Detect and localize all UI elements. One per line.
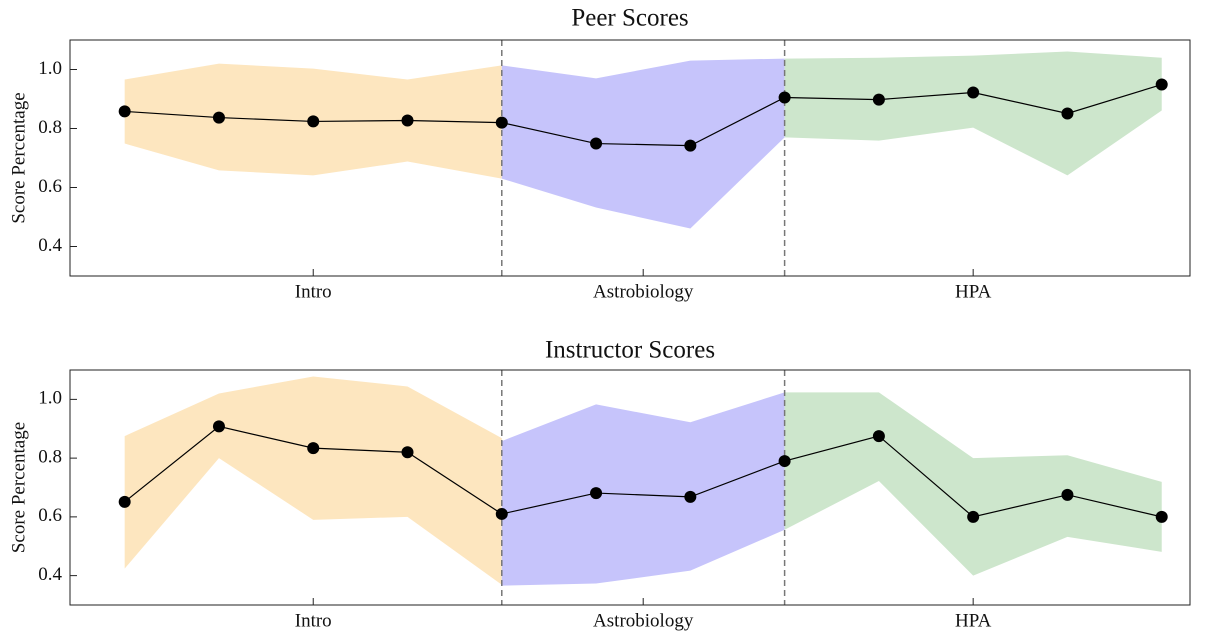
y-tick-label: 0.4 [38,564,62,585]
mean-point [401,446,414,459]
x-tick-label: Astrobiology [593,610,694,631]
band [784,392,1162,576]
mean-point [401,114,414,127]
band [784,51,1162,176]
band [501,392,785,586]
subplot-title: Peer Scores [571,5,688,32]
y-tick-label: 1.0 [38,388,62,409]
y-tick-label: 1.0 [38,58,62,79]
mean-point [212,420,225,433]
plot-frame [69,369,1191,606]
mean-point [212,111,225,124]
mean-point [495,116,508,129]
mean-point [118,495,131,508]
mean-point [307,115,320,128]
mean-point [872,430,885,443]
mean-line [124,83,1162,147]
x-tick-label: Astrobiology [593,281,694,302]
mean-point [118,105,131,118]
y-tick-label: 0.8 [38,446,62,467]
mean-point [495,507,508,520]
subplot: Peer Scores Score Percentage 0.4 0.6 0.8 1.0 I… [8,5,1191,302]
band [124,376,502,585]
mean-point [684,139,697,152]
mean-point [307,442,320,455]
x-tick-label: Intro [295,281,332,302]
y-axis-label: Score Percentage [8,422,29,553]
mean-point [590,137,603,150]
mean-point [1155,78,1168,91]
mean-point [778,91,791,104]
x-tick-label: Intro [295,610,332,631]
y-tick-label: 0.6 [38,505,62,526]
y-axis-label: Score Percentage [8,92,29,223]
mean-point [590,487,603,500]
mean-point [872,93,885,106]
y-tick-label: 0.8 [38,117,62,138]
mean-line [124,425,1162,518]
mean-point [967,510,980,523]
mean-point [1155,510,1168,523]
mean-point [684,490,697,503]
mean-point [967,86,980,99]
mean-point [778,455,791,468]
band [501,58,785,229]
y-tick-label: 0.6 [38,176,62,197]
mean-point [1061,107,1074,120]
x-tick-label: HPA [955,610,992,631]
plot-frame [69,39,1191,277]
subplot: Instructor Scores Score Percentage 0.4 0.6 0… [8,337,1191,631]
y-tick-label: 0.4 [38,235,62,256]
x-tick-label: HPA [955,281,992,302]
subplot-title: Instructor Scores [545,337,715,364]
mean-point [1061,488,1074,501]
